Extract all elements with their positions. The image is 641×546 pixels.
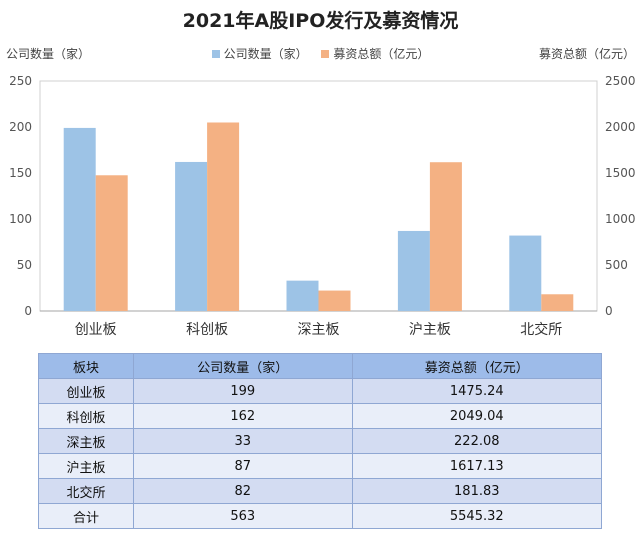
bar-companies (175, 161, 208, 311)
y2-tick-label: 0 (605, 304, 613, 318)
y-tick-label: 200 (9, 120, 32, 134)
y-tick-label: 0 (24, 304, 32, 318)
x-tick-label: 科创板 (186, 322, 228, 338)
y2-tick-label: 1500 (605, 166, 636, 180)
bar-funding (318, 290, 351, 311)
table-cell: 222.08 (351, 428, 603, 454)
table-cell: 563 (133, 503, 353, 529)
table-cell: 1475.24 (351, 378, 603, 404)
legend-item-companies: 公司数量（家） (211, 45, 308, 62)
table-cell: 82 (133, 478, 353, 504)
data-table: 板块 公司数量（家） 募资总额（亿元） 创业板 199 1475.24 科创板 … (37, 353, 603, 529)
legend-label-companies: 公司数量（家） (223, 47, 308, 61)
table-cell: 北交所 (37, 478, 135, 504)
table-header-sector: 板块 (37, 353, 135, 379)
table-cell: 181.83 (351, 478, 603, 504)
legend-swatch-funding (321, 50, 330, 58)
table-cell: 合计 (37, 503, 135, 529)
table-row: 深主板 33 222.08 (37, 428, 603, 454)
legend-swatch-companies (211, 50, 220, 58)
table-cell: 87 (133, 453, 353, 479)
bar-funding (207, 122, 240, 312)
y-tick-label: 100 (9, 212, 32, 226)
bar-companies (286, 280, 319, 311)
table-cell: 创业板 (37, 378, 135, 404)
bar-companies (63, 127, 96, 311)
table-cell: 33 (133, 428, 353, 454)
chart-title: 2021年A股IPO发行及募资情况 (182, 10, 459, 32)
right-axis-title: 募资总额（亿元） (538, 47, 635, 61)
table-cell: 深主板 (37, 428, 135, 454)
x-tick-label: 创业板 (75, 322, 117, 338)
y-tick-label: 150 (9, 166, 32, 180)
bar-companies (509, 235, 542, 311)
table-row: 科创板 162 2049.04 (37, 403, 603, 429)
y-tick-label: 50 (17, 258, 32, 272)
table-cell: 1617.13 (351, 453, 603, 479)
bar-companies (397, 230, 430, 311)
table-header-companies: 公司数量（家） (133, 353, 353, 379)
y2-tick-label: 2000 (605, 120, 636, 134)
table-cell: 199 (133, 378, 353, 404)
table-row: 北交所 82 181.83 (37, 478, 603, 504)
table-header-funding: 募资总额（亿元） (351, 353, 603, 379)
table-row: 创业板 199 1475.24 (37, 378, 603, 404)
x-tick-label: 深主板 (298, 322, 340, 338)
table-cell: 5545.32 (351, 503, 603, 529)
table-row: 沪主板 87 1617.13 (37, 453, 603, 479)
x-tick-label: 沪主板 (409, 322, 451, 338)
y2-tick-label: 500 (605, 258, 628, 272)
table-row: 合计 563 5545.32 (37, 503, 603, 529)
legend-item-funding: 募资总额（亿元） (321, 45, 429, 62)
table-cell: 162 (133, 403, 353, 429)
legend: 公司数量（家） 募资总额（亿元） (0, 45, 641, 62)
bar-funding (429, 162, 462, 311)
table-cell: 科创板 (37, 403, 135, 429)
left-axis-title: 公司数量（家） (6, 47, 91, 61)
y2-tick-label: 1000 (605, 212, 636, 226)
y2-tick-label: 2500 (605, 74, 636, 88)
bar-funding (541, 294, 574, 311)
x-tick-label: 北交所 (520, 321, 562, 338)
legend-label-funding: 募资总额（亿元） (333, 47, 430, 61)
table-cell: 2049.04 (351, 403, 603, 429)
table-cell: 沪主板 (37, 453, 135, 479)
bar-funding (95, 175, 128, 311)
table-header-row: 板块 公司数量（家） 募资总额（亿元） (37, 353, 603, 379)
y-tick-label: 250 (9, 74, 32, 88)
